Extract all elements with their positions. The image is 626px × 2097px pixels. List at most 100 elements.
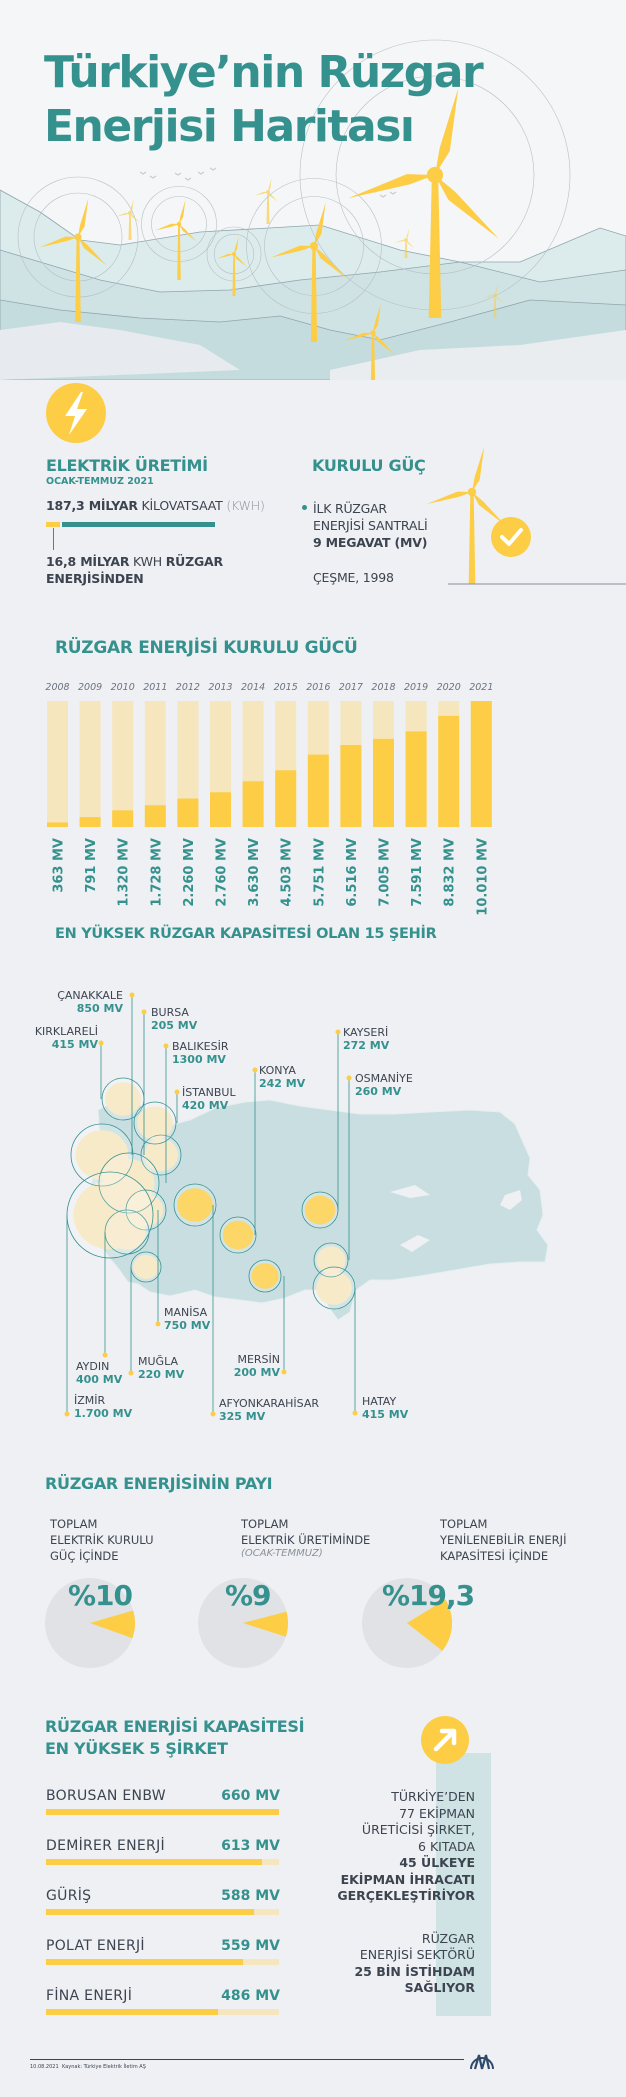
city-ring — [312, 1266, 356, 1310]
lake-van — [500, 1190, 522, 1210]
city-label-4: İSTANBUL 420 MV — [182, 1086, 236, 1112]
side-panel-block: TÜRKİYE’DEN 77 EKİPMAN ÜRETİCİSİ ŞİRKET, 6 … — [337, 1789, 475, 1905]
value-label: 10.010 MV — [475, 838, 490, 916]
value-label: 2.760 MV — [215, 838, 230, 907]
company-name: DEMİRER ENERJİ — [46, 1838, 165, 1854]
company-bar-fill — [46, 1859, 263, 1865]
bar-2011 — [144, 805, 166, 827]
bullet-dot — [302, 505, 307, 510]
pie-label-line: KAPASİTESİ İÇİNDE — [440, 1549, 549, 1563]
city-value: 415 MV — [51, 1038, 98, 1051]
pie-label-line: GÜÇ İÇİNDE — [50, 1549, 119, 1563]
wind-bold2: RÜZGAR — [165, 554, 223, 569]
wind-turbine-icon — [206, 226, 262, 296]
city-label-11: MERSİN 200 MV — [234, 1353, 280, 1379]
city-name: ÇANAKKALE — [57, 989, 123, 1002]
city-name: İZMİR — [74, 1394, 106, 1407]
bar-2013 — [210, 792, 231, 827]
side-panel-line: 6 KITADA — [418, 1838, 475, 1854]
side-panel-line: 77 EKİPMAN — [399, 1805, 475, 1821]
company-bar-fill — [46, 1959, 244, 1965]
wind-turbine-icon — [483, 283, 504, 318]
city-ring — [98, 1152, 160, 1214]
side-panel-bg — [436, 1753, 491, 2016]
page-title-line1: Türkiye’nin Rüzgar — [44, 47, 484, 98]
city-ring — [248, 1259, 282, 1293]
city-region — [222, 1220, 254, 1250]
side-panel-line: 45 ÜLKEYE — [399, 1855, 475, 1870]
side-panel-line: RÜZGAR — [421, 1930, 475, 1946]
leader-dot — [129, 992, 135, 998]
bar-2009 — [79, 817, 101, 827]
city-value: 260 MV — [355, 1085, 402, 1098]
pie-slice-wind — [90, 1610, 135, 1639]
city-name: HATAY — [362, 1395, 397, 1408]
city-label-10: MUĞLA 220 MV — [138, 1355, 184, 1381]
hill-foreground — [0, 322, 240, 380]
city-name: BURSA — [151, 1006, 189, 1019]
city-region — [316, 1246, 346, 1274]
city-region — [177, 1188, 213, 1222]
share-title: RÜZGAR ENERJİSİNİN PAYI — [45, 1474, 273, 1493]
city-value: 400 MV — [76, 1373, 123, 1386]
pie-label-line: TOPLAM — [50, 1517, 98, 1531]
bar-2016 — [307, 754, 329, 827]
bar-2010 — [112, 810, 134, 827]
bar-2020 — [438, 715, 460, 827]
city-ring — [66, 1171, 154, 1259]
city-label-12: İZMİR 1.700 MV — [74, 1394, 132, 1420]
company-value: 613 MV — [221, 1838, 280, 1854]
share-pies — [45, 1578, 453, 1668]
side-panel-line: ÜRETİCİSİ ŞİRKET, — [361, 1822, 475, 1837]
hero-landscape — [0, 0, 626, 380]
total-unit: KİLOVATSAAT — [141, 498, 223, 513]
wind-turbine-icon — [394, 228, 415, 258]
city-label-8: MANİSA 750 MV — [164, 1306, 210, 1332]
total-bold: 187,3 MİLYAR — [46, 498, 138, 513]
year-label: 2020 — [437, 682, 461, 693]
value-label: 791 MV — [84, 838, 99, 893]
bar-2015 — [275, 770, 297, 827]
pie-label: TOPLAM YENİLENEBİLİR ENERJİ KAPASİTESİ İÇİ… — [440, 1516, 566, 1564]
city-value: 1300 MV — [172, 1053, 226, 1066]
city-name: BALIKESİR — [172, 1040, 229, 1053]
city-value: 272 MV — [343, 1039, 390, 1052]
city-value: 850 MV — [76, 1002, 123, 1015]
ataturk-dam — [400, 1235, 430, 1252]
wind-turbine-icon — [246, 178, 382, 342]
company-name: POLAT ENERJİ — [46, 1938, 145, 1954]
company-bar-fill — [46, 1809, 279, 1815]
city-label-0: ÇANAKKALE 850 MV — [57, 989, 123, 1015]
city-label-5: KONYA 242 MV — [259, 1064, 305, 1090]
city-label-9: AYDIN 400 MV — [76, 1360, 122, 1386]
bar-background — [79, 701, 101, 827]
pie-value: %10 — [68, 1579, 133, 1612]
leader-dot — [335, 1029, 341, 1035]
pie-label: TOPLAM ELEKTRİK KURULU GÜÇ İÇİNDE — [50, 1516, 154, 1564]
city-ring — [313, 1242, 349, 1278]
city-name: KIRKLARELİ — [34, 1025, 98, 1038]
city-ring — [70, 1123, 134, 1187]
city-label-7: OSMANİYE 260 MV — [355, 1072, 413, 1098]
companies-title-line1: RÜZGAR ENERJİSİ KAPASİTESİ — [45, 1717, 305, 1736]
capacity-bar-chart: 2008 363 MV 2009 791 MV 2010 1.320 MV 2011 1.72… — [45, 682, 493, 916]
pie-value: %9 — [225, 1579, 272, 1612]
year-label: 2018 — [371, 682, 395, 693]
leader-dot — [352, 1410, 358, 1416]
year-label: 2014 — [241, 682, 265, 693]
year-label: 2008 — [45, 682, 69, 693]
other-share-bar — [62, 522, 215, 527]
city-region — [251, 1263, 279, 1289]
wind-turbine-icon — [17, 176, 139, 322]
year-label: 2016 — [306, 682, 330, 693]
installed-info: İLK RÜZGAR ENERJİSİ SANTRALİ 9 MEGAVAT (… — [313, 500, 428, 551]
bar-2008 — [47, 822, 68, 827]
footer-source: Kaynak: Türkiye Elektrik İletim AŞ — [62, 2064, 146, 2070]
city-ring — [140, 1134, 182, 1176]
pie-sublabel: (OCAK-TEMMUZ) — [241, 1548, 323, 1559]
check-icon — [491, 517, 531, 557]
electricity-period: OCAK-TEMMUZ 2021 — [46, 476, 154, 487]
city-name: MUĞLA — [138, 1355, 178, 1368]
side-panel-line: ENERJİSİ SEKTÖRÜ — [359, 1947, 475, 1962]
city-name: OSMANİYE — [355, 1072, 413, 1085]
